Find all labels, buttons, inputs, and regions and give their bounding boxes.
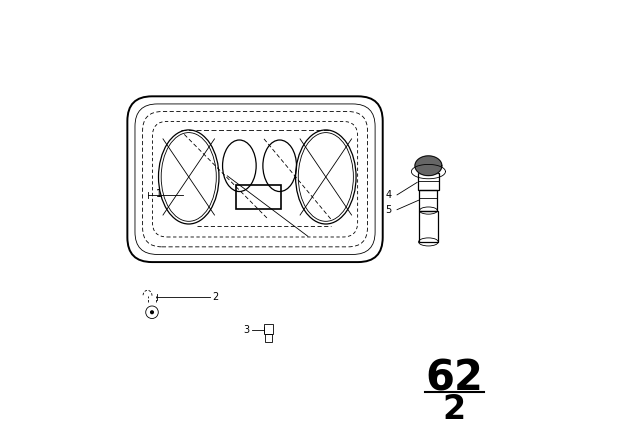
Text: 4: 4 (385, 190, 392, 200)
Bar (419, 211, 438, 242)
Text: 2: 2 (212, 292, 219, 302)
Text: 62: 62 (426, 358, 483, 400)
Bar (418, 173, 439, 190)
Bar (266, 334, 271, 342)
Bar (264, 324, 273, 334)
Text: 1: 1 (156, 189, 163, 199)
Text: 2: 2 (443, 393, 466, 426)
Bar (236, 185, 281, 210)
Polygon shape (415, 156, 442, 176)
Circle shape (150, 311, 154, 314)
Text: 3: 3 (244, 325, 250, 335)
Bar (419, 190, 437, 211)
Text: 5: 5 (385, 205, 392, 215)
